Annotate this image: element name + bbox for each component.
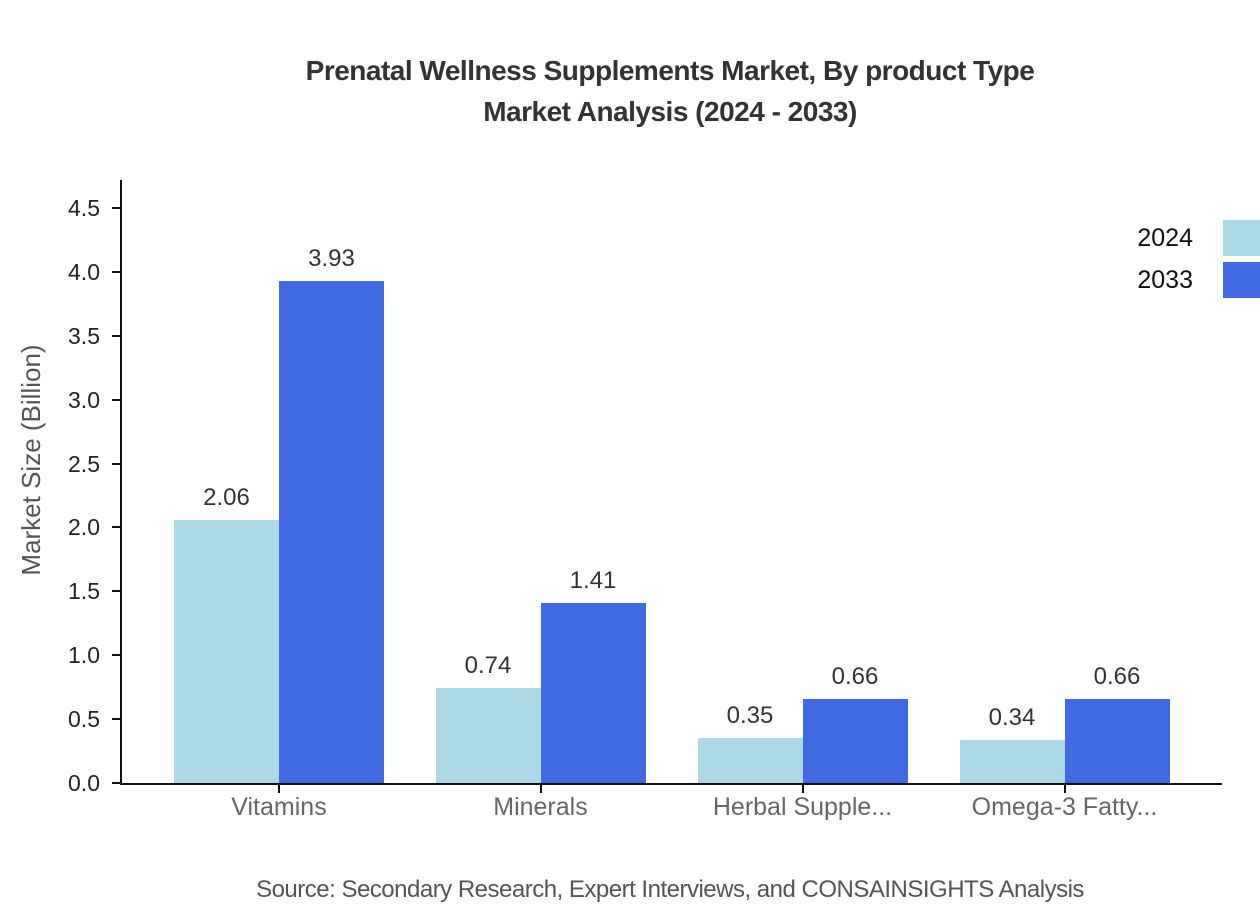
legend: 2024 2033 <box>1137 220 1260 304</box>
x-tick <box>278 785 280 793</box>
value-label-2033: 1.41 <box>569 566 617 594</box>
legend-item-2024: 2024 <box>1137 220 1260 256</box>
bar-2033-minerals <box>540 602 646 783</box>
y-tick <box>112 206 120 209</box>
chart-title: Prenatal Wellness Supplements Market, By… <box>120 50 1220 132</box>
x-category-label: Herbal Supple... <box>712 793 893 821</box>
legend-label-2033: 2033 <box>1137 265 1193 294</box>
legend-item-2033: 2033 <box>1137 262 1260 298</box>
y-tick <box>112 526 120 529</box>
x-tick <box>539 785 542 793</box>
value-label-2024: 0.34 <box>988 703 1036 731</box>
y-tick-label: 2.0 <box>68 514 100 541</box>
value-label-2033: 0.66 <box>831 662 879 690</box>
y-tick-label: 0.5 <box>68 706 100 733</box>
y-tick <box>112 590 120 593</box>
y-tick-label: 4.5 <box>68 194 100 221</box>
y-tick-label: 1.0 <box>68 642 100 669</box>
x-tick <box>1063 785 1066 793</box>
y-tick-label: 0.0 <box>68 770 100 796</box>
y-tick <box>112 270 120 273</box>
bar-2024-vitamins <box>174 519 279 783</box>
value-label-2024: 0.74 <box>464 652 512 680</box>
y-tick <box>112 398 120 401</box>
y-tick-label: 4.0 <box>68 258 100 285</box>
x-category-label: Omega-3 Fatty... <box>971 793 1158 821</box>
y-tick <box>112 782 120 784</box>
bar-2033-vitamins <box>279 280 384 783</box>
chart-title-line1: Prenatal Wellness Supplements Market, By… <box>305 55 1035 86</box>
x-category-label: Minerals <box>493 793 588 821</box>
legend-swatch-2033 <box>1223 262 1260 298</box>
bar-2033-omega-3-fatty- <box>1064 698 1170 783</box>
value-label-2024: 2.06 <box>203 483 250 511</box>
y-tick-label: 1.5 <box>68 578 100 605</box>
y-tick-label: 3.0 <box>68 386 100 413</box>
y-tick <box>112 718 120 721</box>
legend-label-2024: 2024 <box>1137 223 1193 252</box>
value-label-2033: 3.93 <box>308 244 355 272</box>
x-category-label: Vitamins <box>231 793 327 821</box>
bar-2024-minerals <box>435 688 541 783</box>
y-tick-label: 2.5 <box>68 450 100 477</box>
legend-swatch-2024 <box>1223 220 1260 256</box>
value-label-2024: 0.35 <box>726 702 774 730</box>
y-tick <box>112 334 120 337</box>
chart-title-line2: Market Analysis (2024 - 2033) <box>483 96 857 127</box>
bar-2033-herbal-supple- <box>802 698 908 783</box>
y-tick <box>112 654 120 657</box>
x-tick <box>801 785 804 793</box>
bar-2024-omega-3-fatty- <box>959 739 1065 783</box>
source-note: Source: Secondary Research, Expert Inter… <box>256 876 1084 903</box>
value-label-2033: 0.66 <box>1093 662 1141 690</box>
y-tick-label: 3.5 <box>68 322 100 349</box>
plot-area: 0.0 0.5 1.0 1.5 2.0 2.5 3.0 3.5 4.0 4.5 2.06 3.93 Vi… <box>68 180 1222 821</box>
y-tick <box>112 462 120 465</box>
bar-2024-herbal-supple- <box>697 738 803 783</box>
